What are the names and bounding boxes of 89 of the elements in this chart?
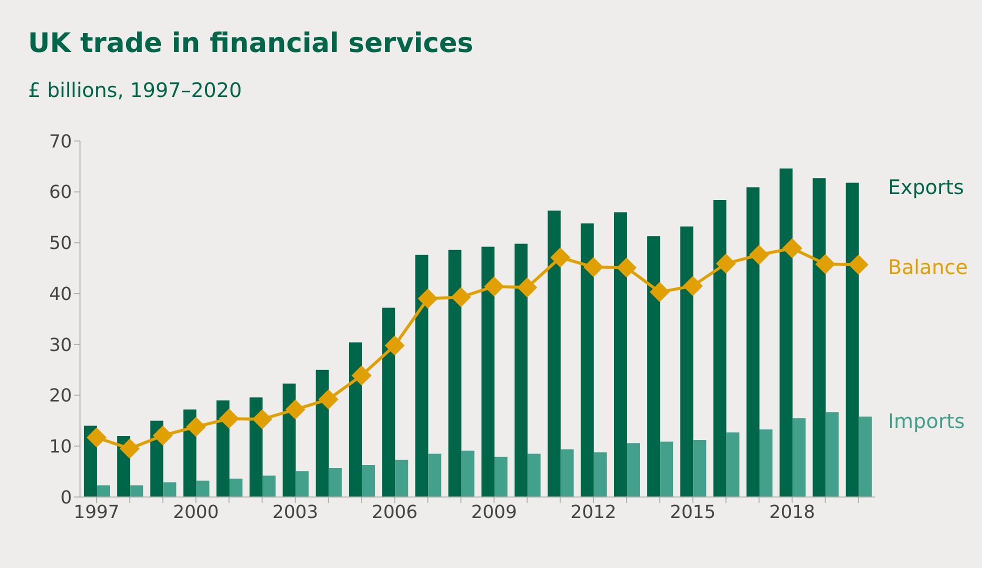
bar bbox=[196, 480, 210, 497]
point bbox=[848, 254, 868, 275]
bar bbox=[858, 416, 872, 497]
chart-title: UK trade in financial services bbox=[28, 28, 474, 59]
point bbox=[716, 254, 736, 274]
x-tick-label: 2009 bbox=[471, 502, 517, 523]
point bbox=[252, 409, 272, 430]
x-tick-label: 2018 bbox=[769, 502, 816, 523]
bar bbox=[626, 443, 640, 497]
bar bbox=[96, 485, 110, 497]
bar bbox=[415, 254, 428, 497]
bar bbox=[726, 432, 740, 497]
bar bbox=[229, 478, 242, 497]
bar bbox=[296, 471, 309, 497]
bar bbox=[548, 210, 561, 497]
y-tick-label: 40 bbox=[49, 284, 72, 305]
point bbox=[583, 257, 604, 278]
x-tick-label: 2012 bbox=[570, 502, 616, 523]
bar bbox=[282, 384, 296, 497]
bar bbox=[250, 397, 263, 497]
bar bbox=[428, 454, 442, 497]
bar bbox=[746, 187, 760, 497]
point bbox=[749, 244, 770, 265]
bar bbox=[660, 442, 674, 497]
bar bbox=[494, 456, 508, 497]
chart-subtitle: £ billions, 1997–2020 bbox=[28, 78, 242, 102]
bar bbox=[481, 246, 494, 497]
bar bbox=[382, 308, 396, 497]
bar bbox=[780, 168, 793, 497]
y-tick-label: 60 bbox=[49, 182, 72, 204]
point bbox=[450, 287, 471, 308]
bar bbox=[713, 200, 726, 497]
bar bbox=[262, 476, 276, 497]
point bbox=[384, 335, 405, 356]
point bbox=[517, 277, 538, 298]
x-tick-label: 2000 bbox=[173, 502, 219, 523]
point bbox=[86, 427, 107, 448]
bar bbox=[846, 182, 859, 497]
bar bbox=[680, 226, 694, 497]
point bbox=[152, 425, 173, 446]
y-tick-label: 30 bbox=[49, 334, 72, 356]
series-label: Exports bbox=[888, 175, 964, 200]
bar bbox=[362, 464, 375, 497]
point bbox=[352, 365, 372, 386]
bar bbox=[448, 250, 462, 497]
y-tick-label: 70 bbox=[49, 131, 72, 152]
x-tick-label: 1997 bbox=[74, 502, 120, 523]
bar bbox=[528, 454, 541, 497]
x-tick-label: 2006 bbox=[372, 502, 418, 523]
bar bbox=[328, 468, 342, 497]
bar bbox=[580, 223, 594, 497]
bar bbox=[514, 244, 528, 497]
x-tick-label: 2003 bbox=[272, 502, 318, 523]
bar bbox=[792, 418, 806, 497]
point bbox=[484, 276, 504, 296]
bar bbox=[348, 342, 362, 497]
bar bbox=[461, 450, 474, 497]
y-tick-label: 50 bbox=[49, 233, 72, 254]
series-label: Balance bbox=[888, 255, 968, 280]
bar bbox=[614, 212, 627, 497]
bar bbox=[826, 412, 839, 497]
point bbox=[650, 282, 670, 302]
point bbox=[682, 276, 703, 296]
y-tick-label: 0 bbox=[60, 487, 72, 508]
bar bbox=[163, 482, 176, 497]
bar bbox=[759, 429, 772, 497]
point bbox=[318, 389, 338, 410]
bar bbox=[560, 449, 574, 497]
bar bbox=[395, 460, 408, 497]
bar bbox=[812, 178, 826, 497]
point bbox=[418, 288, 438, 309]
x-tick-label: 2015 bbox=[670, 502, 716, 523]
point bbox=[120, 438, 140, 459]
y-tick-label: 10 bbox=[49, 436, 72, 458]
point bbox=[616, 258, 637, 278]
point bbox=[219, 408, 240, 429]
point bbox=[186, 416, 206, 437]
point bbox=[285, 400, 306, 420]
y-tick-label: 20 bbox=[49, 386, 72, 407]
point bbox=[550, 247, 570, 268]
bar bbox=[647, 236, 660, 497]
point bbox=[782, 238, 802, 258]
bar bbox=[316, 370, 329, 497]
bar bbox=[594, 452, 607, 497]
bar bbox=[216, 400, 230, 497]
series-label: Imports bbox=[888, 409, 965, 434]
point bbox=[815, 254, 836, 274]
bar bbox=[693, 440, 706, 497]
bar bbox=[130, 485, 144, 497]
